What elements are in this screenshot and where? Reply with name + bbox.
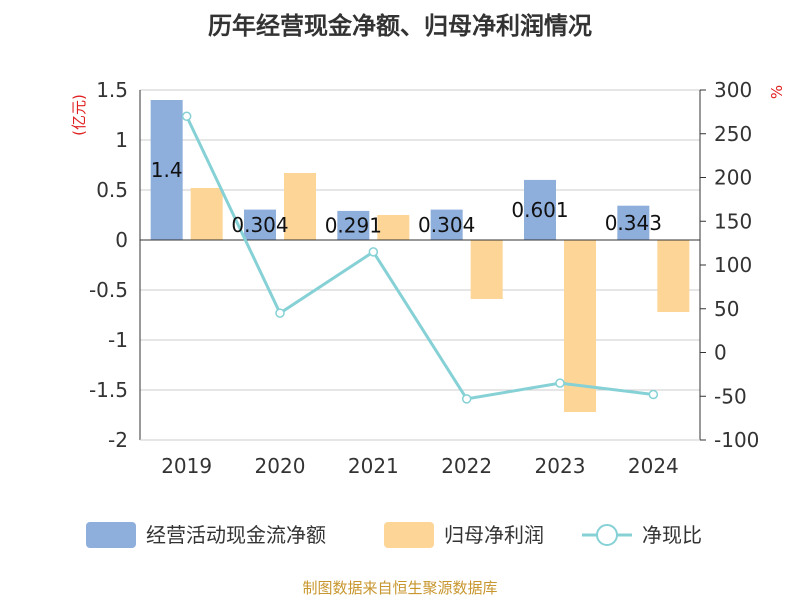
legend-label: 归母净利润: [444, 523, 544, 547]
line-point: [461, 394, 472, 404]
source-note: 制图数据来自恒生聚源数据库: [302, 579, 497, 597]
bar-cashflow: [244, 209, 276, 240]
right-tick-label: 300: [714, 78, 752, 102]
line-point: [648, 389, 659, 400]
bar-cashflow: [617, 205, 650, 240]
right-tick-label: 150: [714, 209, 752, 233]
bar-netprofit: [284, 173, 316, 240]
line-point: [275, 308, 285, 318]
left-tick-label: -0.5: [89, 278, 128, 302]
x-tick-label: 2020: [255, 454, 306, 478]
line-point: [181, 111, 192, 121]
bar-netprofit: [657, 240, 690, 312]
right-tick-label: 200: [714, 166, 752, 190]
left-tick-label: 1.5: [96, 78, 128, 102]
x-tick-label: 2021: [348, 454, 399, 478]
bars: [150, 100, 690, 412]
left-tick-label: -1.5: [89, 378, 128, 402]
right-tick-label: 0: [714, 341, 727, 365]
right-axis-unit: %: [768, 85, 786, 99]
x-tick-label: 2019: [161, 454, 212, 478]
data-label: 0.601: [511, 198, 568, 222]
x-tick-label: 2022: [441, 454, 492, 478]
right-tick-label: -100: [714, 428, 759, 452]
axes: -2 -1.5 -1 -0.5 0 0.5 1 1.5 -100 -50 0 50 100 150 200 2…: [89, 78, 759, 478]
data-label: 0.291: [325, 213, 382, 237]
legend-label: 净现比: [642, 523, 702, 547]
x-tick-label: 2024: [628, 454, 679, 478]
right-tick-label: -50: [714, 384, 747, 408]
bar-netprofit: [470, 240, 503, 299]
legend: 经营活动现金流净额 归母净利润 净现比: [86, 522, 702, 548]
left-tick-label: -2: [108, 428, 128, 452]
legend-swatch: [86, 522, 136, 548]
left-axis-unit: (亿元): [70, 94, 88, 136]
right-tick-label: 250: [714, 122, 752, 146]
data-label: 1.4: [151, 158, 183, 182]
data-label: 0.343: [605, 211, 662, 235]
bar-cashflow: [524, 179, 556, 240]
line-series: [181, 111, 659, 404]
chart-title: 历年经营现金净额、归母净利润情况: [208, 12, 592, 40]
left-tick-label: -1: [108, 328, 128, 352]
data-labels: 1.4 0.304 0.291 0.304 0.601 0.343: [151, 158, 662, 237]
bar-cashflow: [337, 210, 370, 240]
left-tick-label: 0: [115, 228, 128, 252]
left-tick-label: 1: [115, 128, 128, 152]
legend-marker: [596, 524, 618, 546]
data-label: 0.304: [231, 213, 288, 237]
line-point: [555, 378, 565, 388]
line-point: [368, 247, 379, 257]
x-tick-label: 2023: [535, 454, 586, 478]
line-ratio: [185, 115, 654, 401]
data-label: 0.304: [418, 213, 475, 237]
bar-cashflow: [150, 100, 183, 240]
right-tick-label: 100: [714, 253, 752, 277]
right-tick-label: 50: [714, 297, 739, 321]
bar-netprofit: [190, 188, 223, 240]
bar-cashflow: [430, 209, 463, 240]
left-tick-label: 0.5: [96, 178, 128, 202]
gridlines: [140, 89, 700, 441]
bar-netprofit: [377, 215, 410, 240]
legend-swatch: [384, 522, 434, 548]
legend-label: 经营活动现金流净额: [146, 523, 326, 547]
